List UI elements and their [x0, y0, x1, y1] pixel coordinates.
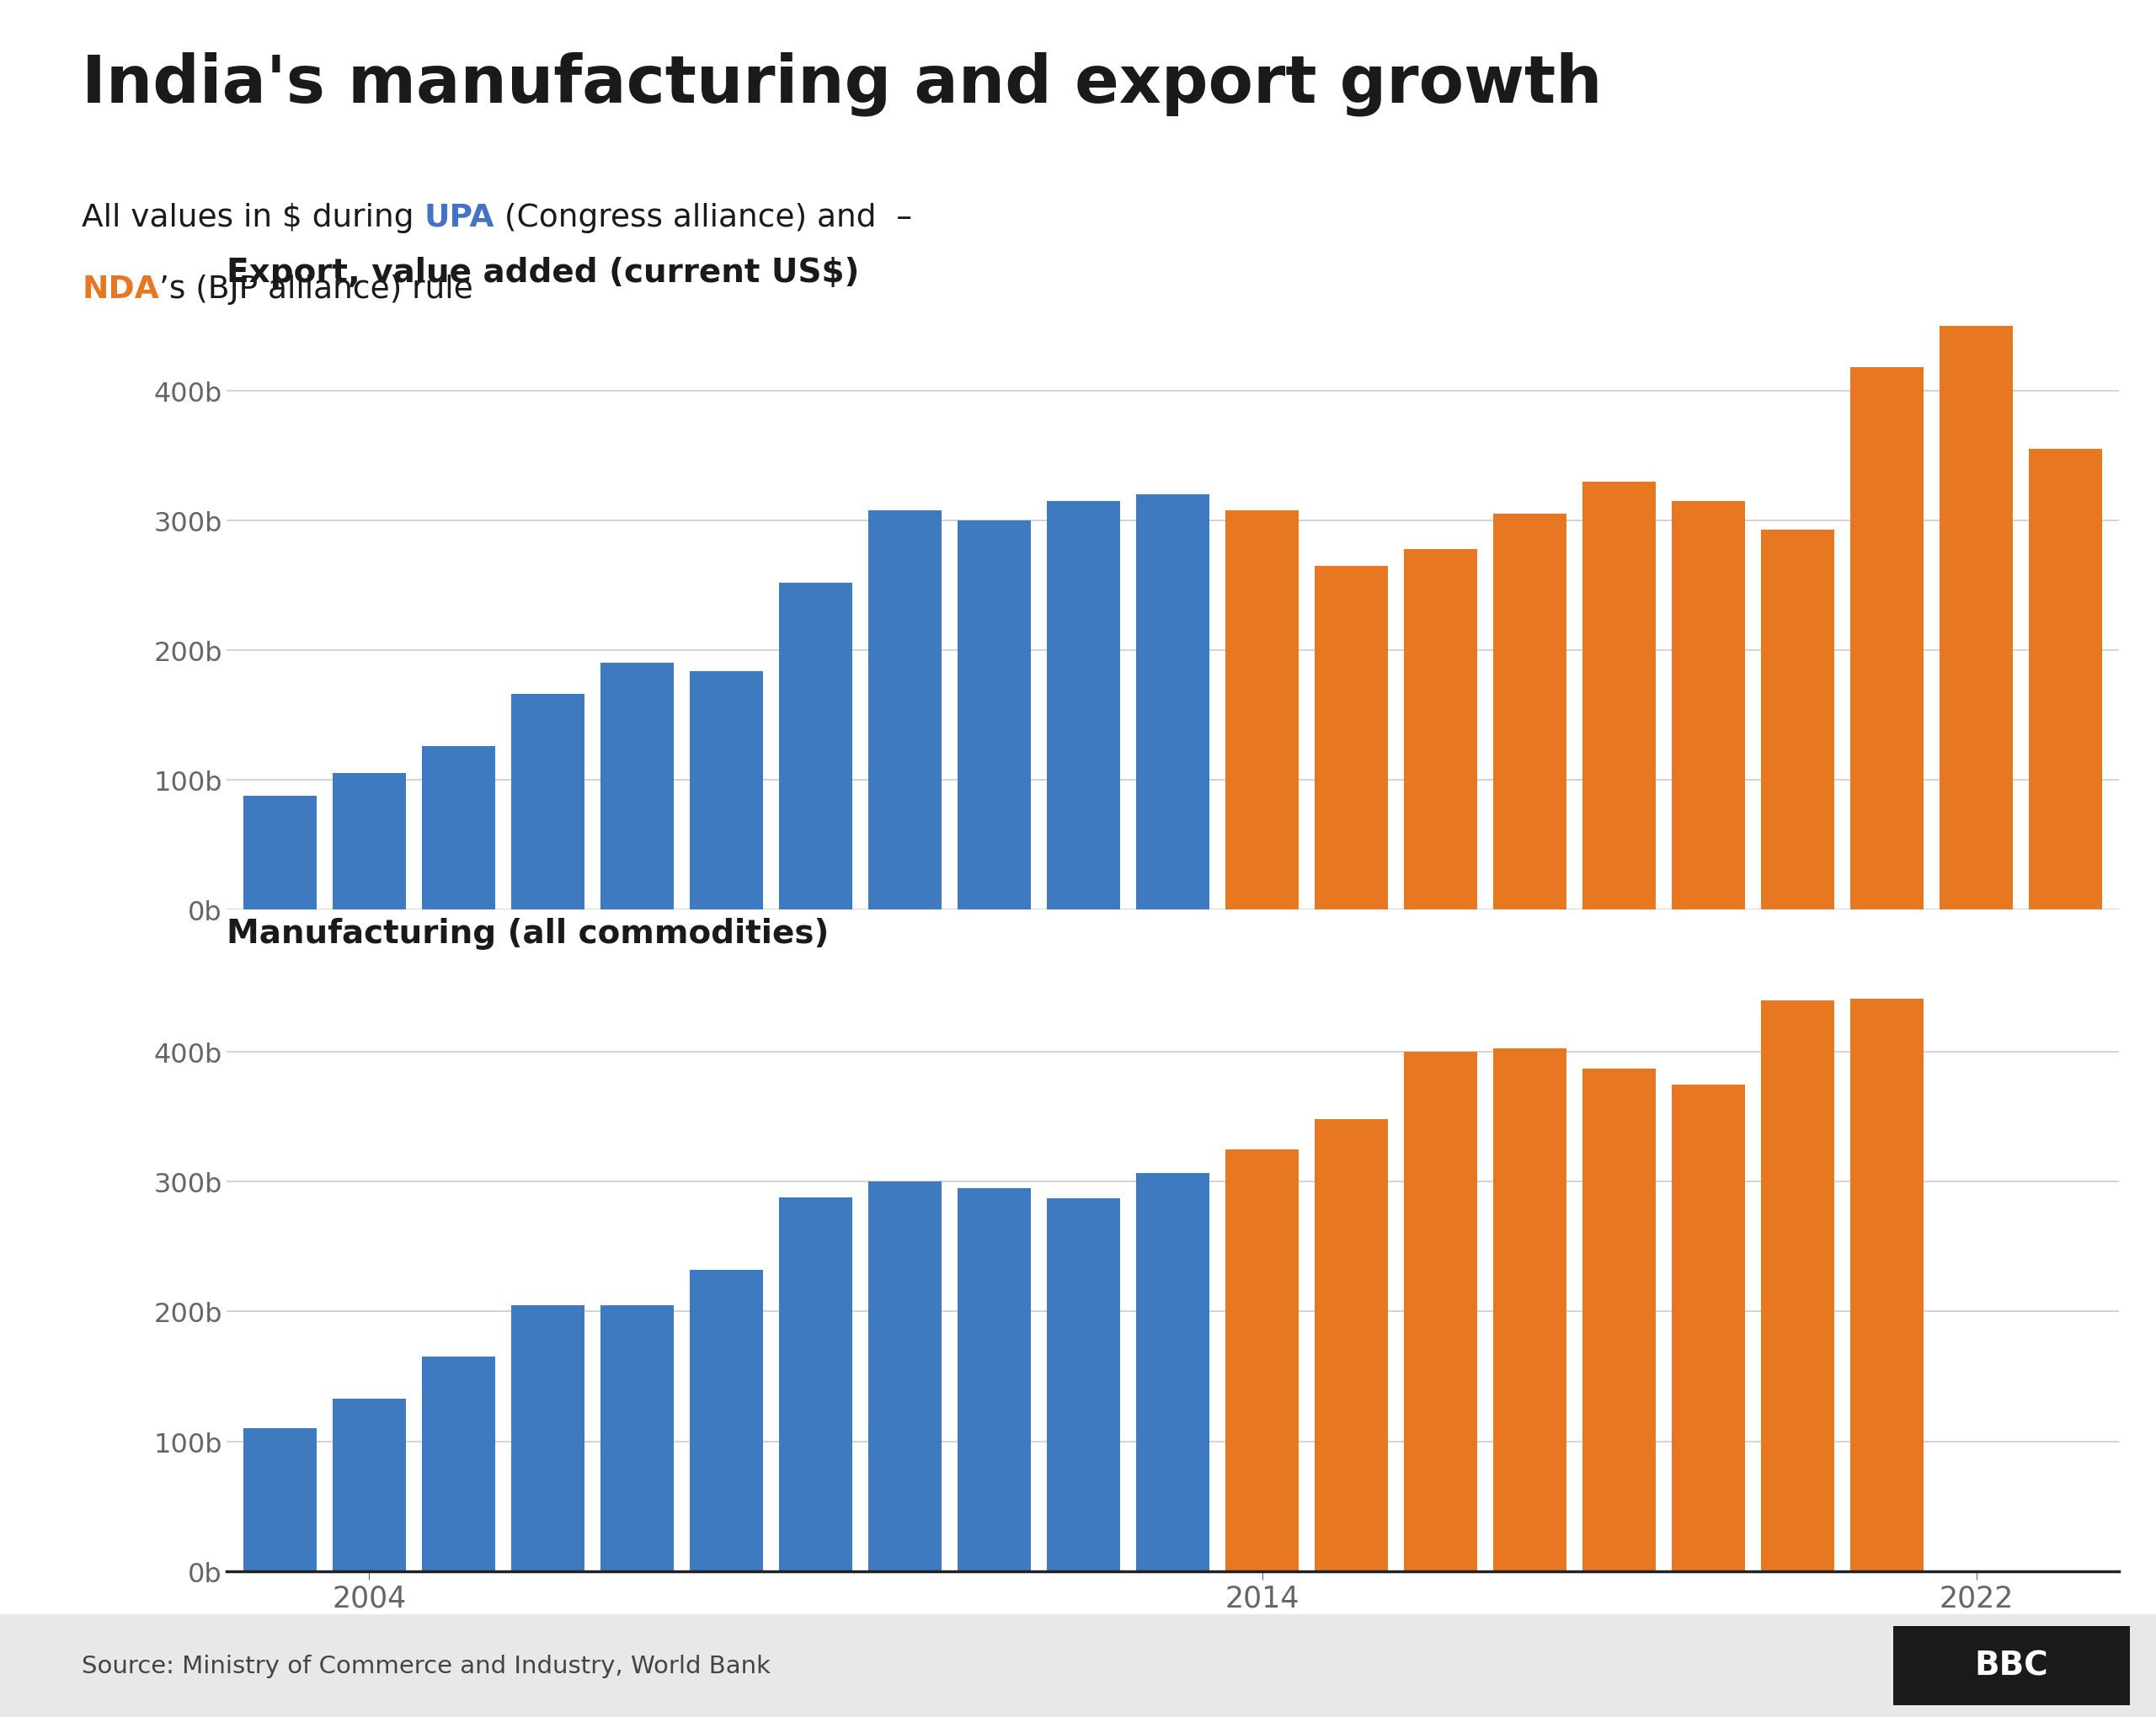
Text: India's manufacturing and export growth: India's manufacturing and export growth	[82, 52, 1602, 115]
Text: Source: Ministry of Commerce and Industry, World Bank: Source: Ministry of Commerce and Industr…	[82, 1653, 772, 1678]
Bar	[1048, 1198, 1121, 1571]
Bar	[1583, 482, 1656, 910]
Bar	[1673, 501, 1744, 910]
Text: All values in $ during: All values in $ during	[82, 203, 425, 234]
Bar	[1225, 510, 1298, 910]
Bar	[332, 774, 405, 910]
Text: Manufacturing (all commodities): Manufacturing (all commodities)	[226, 917, 828, 950]
Bar	[1761, 531, 1835, 910]
Bar	[690, 671, 763, 910]
Bar	[1583, 1070, 1656, 1571]
Bar	[778, 584, 852, 910]
Bar	[1494, 1049, 1567, 1571]
Bar	[1404, 549, 1477, 910]
Bar	[423, 1356, 496, 1571]
Bar	[1315, 1119, 1388, 1571]
Bar	[1048, 501, 1121, 910]
Bar	[957, 520, 1031, 910]
Bar	[1940, 326, 2014, 910]
Bar	[778, 1197, 852, 1571]
Text: NDA: NDA	[82, 275, 160, 306]
Bar	[332, 1399, 405, 1571]
Text: (Congress alliance) and  –: (Congress alliance) and –	[494, 203, 912, 234]
Text: BBC: BBC	[1975, 1650, 2048, 1681]
Bar	[244, 1429, 317, 1571]
Text: ’s (BJP alliance) rule: ’s (BJP alliance) rule	[160, 275, 472, 306]
Bar	[244, 797, 317, 910]
Bar	[869, 1181, 942, 1571]
Text: Export, value added (current US$): Export, value added (current US$)	[226, 256, 860, 288]
Bar	[1850, 999, 1923, 1571]
Bar	[2029, 450, 2102, 910]
Bar	[1761, 1001, 1835, 1571]
Bar	[1673, 1085, 1744, 1571]
Bar	[690, 1271, 763, 1571]
Bar	[1136, 494, 1210, 910]
Bar	[869, 510, 942, 910]
Bar	[423, 747, 496, 910]
Bar	[1850, 367, 1923, 910]
Bar	[511, 695, 584, 910]
Bar	[602, 663, 673, 910]
Text: UPA: UPA	[425, 203, 494, 234]
Bar	[957, 1188, 1031, 1571]
Bar	[1315, 567, 1388, 910]
Bar	[511, 1305, 584, 1571]
Bar	[1225, 1150, 1298, 1571]
Bar	[1404, 1053, 1477, 1571]
Bar	[1494, 515, 1567, 910]
Bar	[602, 1305, 673, 1571]
Bar	[1136, 1173, 1210, 1571]
